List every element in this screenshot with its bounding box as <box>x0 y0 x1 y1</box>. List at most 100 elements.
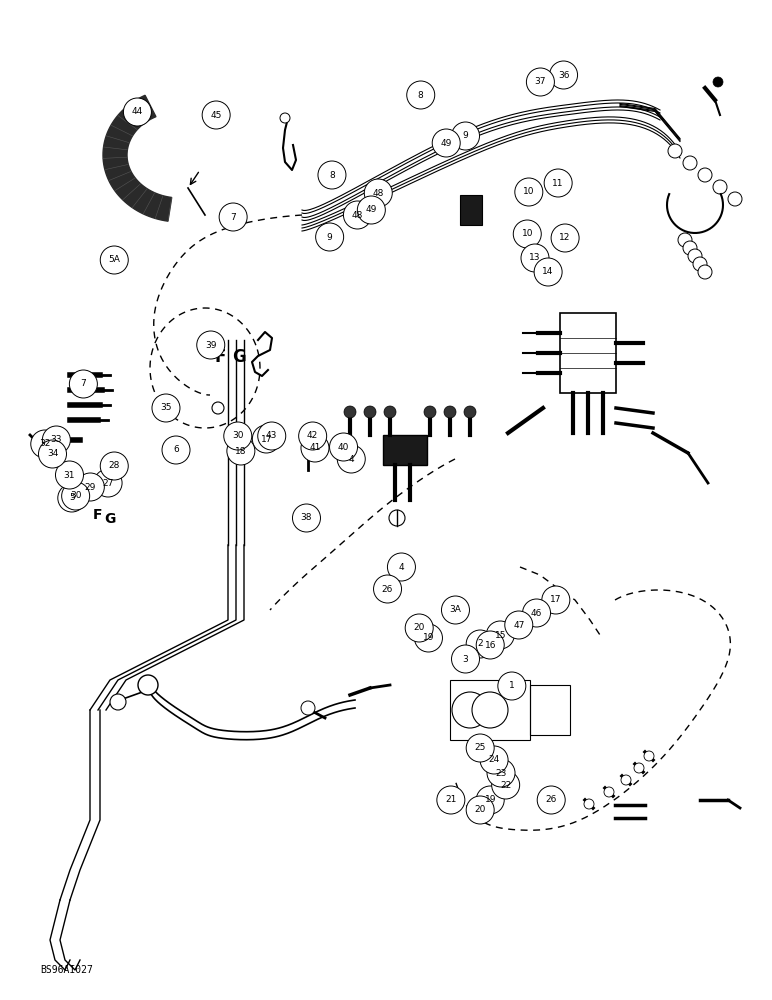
Circle shape <box>424 406 436 418</box>
Text: 21: 21 <box>445 796 456 804</box>
Text: BS96AI027: BS96AI027 <box>40 965 93 975</box>
Circle shape <box>515 178 543 206</box>
Circle shape <box>476 786 504 814</box>
Circle shape <box>486 621 514 649</box>
Circle shape <box>527 68 554 96</box>
Circle shape <box>124 98 151 126</box>
Circle shape <box>280 113 290 123</box>
Circle shape <box>388 553 415 581</box>
Text: 4: 4 <box>398 562 405 572</box>
Text: 28: 28 <box>109 462 120 471</box>
Circle shape <box>683 241 697 255</box>
Circle shape <box>318 161 346 189</box>
Circle shape <box>100 452 128 480</box>
Text: 36: 36 <box>558 70 569 80</box>
Circle shape <box>344 201 371 229</box>
Text: 40: 40 <box>338 442 349 452</box>
Circle shape <box>452 692 488 728</box>
Text: 45: 45 <box>211 110 222 119</box>
Text: 20: 20 <box>414 624 425 633</box>
Circle shape <box>357 196 385 224</box>
Circle shape <box>444 406 456 418</box>
Circle shape <box>364 179 392 207</box>
Circle shape <box>69 370 97 398</box>
Text: 24: 24 <box>489 756 499 764</box>
Circle shape <box>152 394 180 422</box>
Text: 16: 16 <box>485 641 496 650</box>
Circle shape <box>678 233 692 247</box>
Circle shape <box>480 746 508 774</box>
Polygon shape <box>103 95 171 221</box>
Circle shape <box>330 433 357 461</box>
Circle shape <box>58 484 86 512</box>
Text: 9: 9 <box>462 131 469 140</box>
Circle shape <box>550 61 577 89</box>
Text: 26: 26 <box>546 796 557 804</box>
Circle shape <box>683 156 697 170</box>
Text: 13: 13 <box>530 253 540 262</box>
Circle shape <box>644 751 654 761</box>
Circle shape <box>299 422 327 450</box>
Circle shape <box>584 799 594 809</box>
Circle shape <box>76 473 104 501</box>
Circle shape <box>713 77 723 87</box>
Text: 3: 3 <box>462 654 469 664</box>
Text: 19: 19 <box>485 796 496 804</box>
Circle shape <box>476 631 504 659</box>
Circle shape <box>252 425 280 453</box>
Circle shape <box>537 786 565 814</box>
Circle shape <box>212 402 224 414</box>
Circle shape <box>728 192 742 206</box>
Circle shape <box>293 504 320 532</box>
Circle shape <box>344 406 356 418</box>
Circle shape <box>337 445 365 473</box>
Text: 29: 29 <box>85 483 96 491</box>
Circle shape <box>452 122 479 150</box>
Text: 48: 48 <box>352 211 363 220</box>
FancyBboxPatch shape <box>383 435 427 465</box>
Circle shape <box>492 771 520 799</box>
Text: 26: 26 <box>382 584 393 593</box>
Text: 5A: 5A <box>108 255 120 264</box>
Text: 9: 9 <box>327 232 333 241</box>
Text: 3A: 3A <box>449 605 462 614</box>
Circle shape <box>693 257 707 271</box>
Circle shape <box>39 440 66 468</box>
Circle shape <box>466 630 494 658</box>
Circle shape <box>604 787 614 797</box>
Circle shape <box>31 430 59 458</box>
Text: 8: 8 <box>329 170 335 180</box>
Text: 11: 11 <box>553 178 564 188</box>
Circle shape <box>668 144 682 158</box>
Circle shape <box>258 422 286 450</box>
Circle shape <box>162 436 190 464</box>
Circle shape <box>544 169 572 197</box>
Text: G: G <box>232 348 245 366</box>
Circle shape <box>621 775 631 785</box>
Text: 2: 2 <box>477 640 483 648</box>
Circle shape <box>472 692 508 728</box>
Text: 30: 30 <box>232 432 243 440</box>
Text: 6: 6 <box>173 446 179 454</box>
Text: 10: 10 <box>523 188 534 196</box>
Circle shape <box>219 203 247 231</box>
Text: 7: 7 <box>80 379 86 388</box>
Text: 32: 32 <box>39 440 50 448</box>
Circle shape <box>405 614 433 642</box>
Text: G: G <box>104 512 115 526</box>
Circle shape <box>634 763 644 773</box>
Circle shape <box>138 675 158 695</box>
Circle shape <box>698 168 712 182</box>
Text: 22: 22 <box>500 780 511 790</box>
Circle shape <box>301 434 329 462</box>
Text: 10: 10 <box>522 230 533 238</box>
Text: 1: 1 <box>509 682 515 690</box>
Text: 33: 33 <box>51 436 62 444</box>
Circle shape <box>432 129 460 157</box>
Circle shape <box>521 244 549 272</box>
Text: 39: 39 <box>205 340 216 350</box>
Text: 14: 14 <box>543 267 554 276</box>
Text: 17: 17 <box>550 595 561 604</box>
Circle shape <box>466 796 494 824</box>
Text: 7: 7 <box>230 213 236 222</box>
